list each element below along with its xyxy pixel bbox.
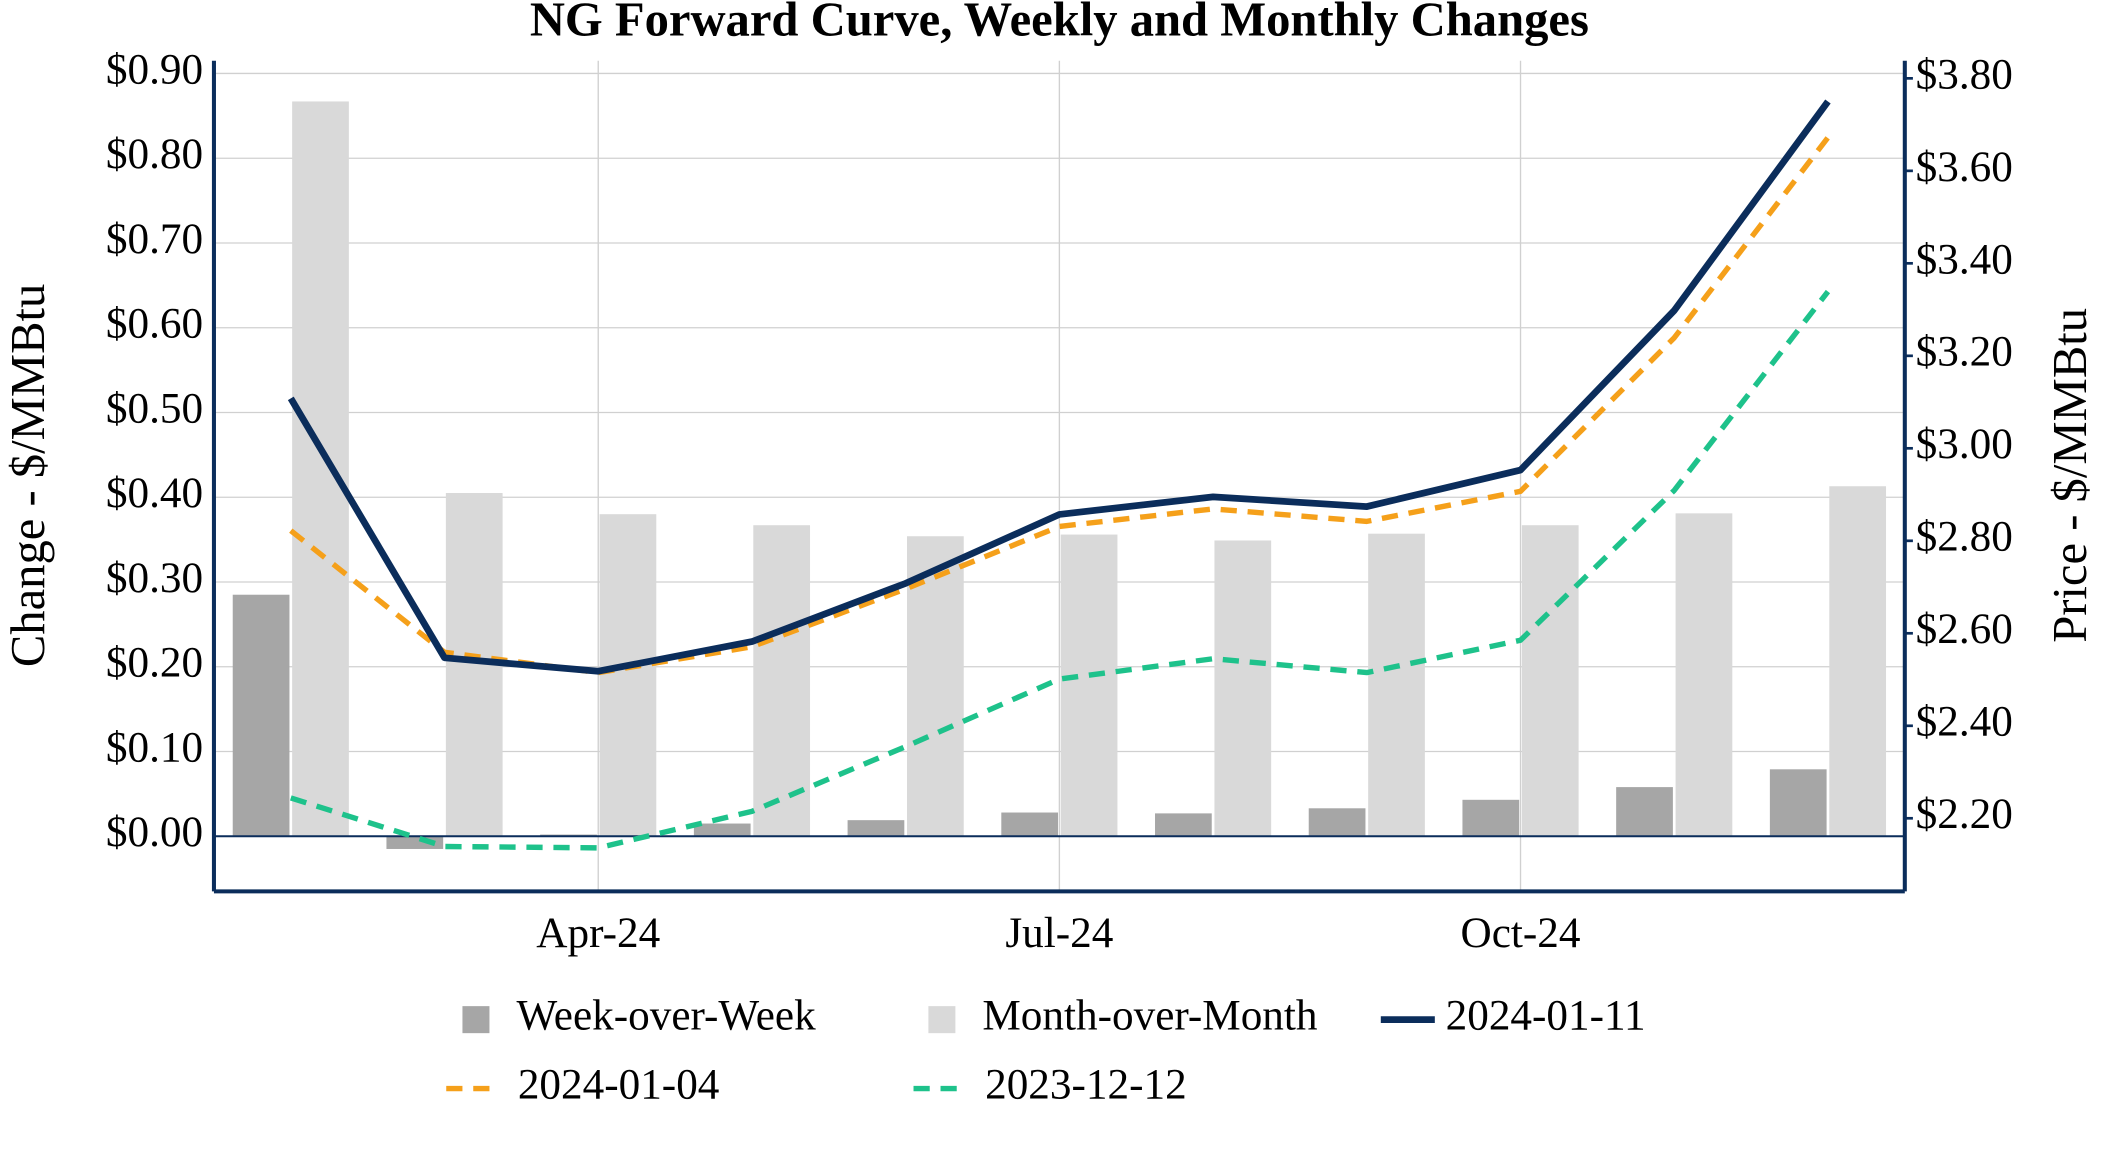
y-tick-label: $0.20 xyxy=(106,639,203,687)
bar xyxy=(1462,799,1520,837)
bar xyxy=(1521,525,1579,837)
y-tick-label: $0.50 xyxy=(106,384,203,432)
legend-swatch xyxy=(462,1006,490,1034)
chart-title: NG Forward Curve, Weekly and Monthly Cha… xyxy=(530,0,1589,46)
y2-tick-label: $3.60 xyxy=(1916,143,2013,191)
bar xyxy=(599,514,657,837)
bar xyxy=(693,823,751,837)
bar xyxy=(847,820,905,837)
bar xyxy=(1155,813,1212,837)
y2-tick-label: $2.80 xyxy=(1916,513,2013,561)
legend-label: 2024-01-04 xyxy=(518,1060,720,1108)
legend-swatch xyxy=(928,1006,956,1034)
y2-axis-label: Price - $/MMBtu xyxy=(2043,308,2097,643)
y2-tick-label: $3.80 xyxy=(1916,50,2013,98)
bar xyxy=(1001,812,1059,837)
y-tick-label: $0.60 xyxy=(106,300,203,348)
y-tick-label: $0.30 xyxy=(106,554,203,602)
y-tick-label: $0.70 xyxy=(106,215,203,263)
y-tick-label: $0.00 xyxy=(106,808,203,856)
legend-label: Week-over-Week xyxy=(516,992,816,1040)
legend-label: Month-over-Month xyxy=(982,992,1318,1040)
bar xyxy=(1675,513,1733,837)
bar xyxy=(292,101,349,837)
y-tick-label: $0.80 xyxy=(106,130,203,178)
bar xyxy=(232,594,290,837)
y2-tick-label: $2.40 xyxy=(1916,698,2013,746)
bar xyxy=(1616,787,1673,837)
x-tick-label: Oct-24 xyxy=(1461,909,1581,957)
bar xyxy=(1368,533,1425,837)
y-axis-label: Change - $/MMBtu xyxy=(1,284,55,667)
bar xyxy=(1308,808,1366,837)
legend-label: 2023-12-12 xyxy=(985,1060,1187,1108)
legend-label: 2024-01-11 xyxy=(1446,992,1646,1040)
y2-tick-label: $3.40 xyxy=(1916,235,2013,283)
bar xyxy=(1829,486,1887,837)
y-tick-label: $0.10 xyxy=(106,723,203,771)
x-tick-label: Apr-24 xyxy=(536,909,660,957)
bar xyxy=(1214,540,1272,837)
bar xyxy=(1769,769,1827,837)
y2-tick-label: $2.60 xyxy=(1916,605,2013,653)
y2-tick-label: $2.20 xyxy=(1916,790,2013,838)
bar xyxy=(753,525,811,837)
x-tick-label: Jul-24 xyxy=(1005,909,1113,957)
y-tick-label: $0.90 xyxy=(106,45,203,93)
y2-tick-label: $3.20 xyxy=(1916,328,2013,376)
y2-tick-label: $3.00 xyxy=(1916,420,2013,468)
y-tick-label: $0.40 xyxy=(106,469,203,517)
bar xyxy=(1060,534,1118,837)
line-series xyxy=(287,99,1831,675)
